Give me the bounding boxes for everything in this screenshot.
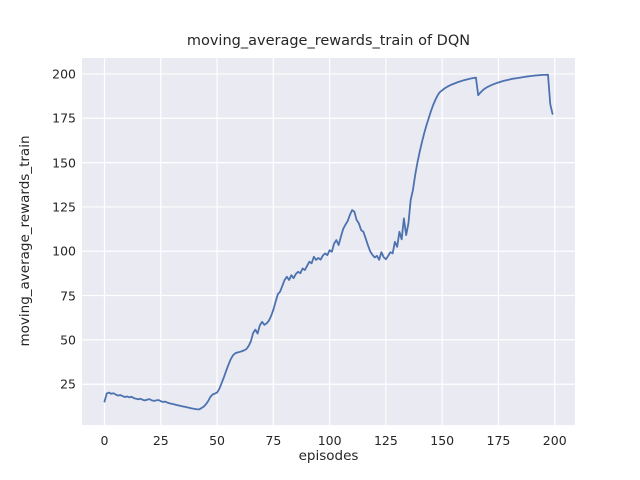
plot-area [82,58,575,425]
chart-title: moving_average_rewards_train of DQN [186,33,471,49]
x-tick-label: 75 [265,433,282,448]
y-tick-label: 25 [60,376,76,392]
x-axis-label: episodes [298,448,359,464]
y-tick-label: 125 [52,199,76,215]
data-line [103,73,554,411]
x-tick-label: 0 [100,433,109,448]
x-tick-label: 100 [317,433,342,448]
y-tick-label: 100 [52,243,76,259]
x-tick-label: 200 [542,433,567,448]
y-tick-label: 150 [52,155,76,171]
x-tick-label: 125 [373,433,398,448]
y-axis-label: moving_average_rewards_train [17,135,33,347]
y-tick-label: 75 [60,288,76,304]
y-tick-label: 50 [60,332,76,348]
x-tick-label: 25 [152,433,169,448]
x-tick-label: 175 [486,433,511,448]
y-tick-label: 200 [52,66,76,82]
x-tick-label: 150 [430,433,455,448]
x-tick-label: 50 [209,433,226,448]
y-tick-label: 175 [52,110,76,126]
